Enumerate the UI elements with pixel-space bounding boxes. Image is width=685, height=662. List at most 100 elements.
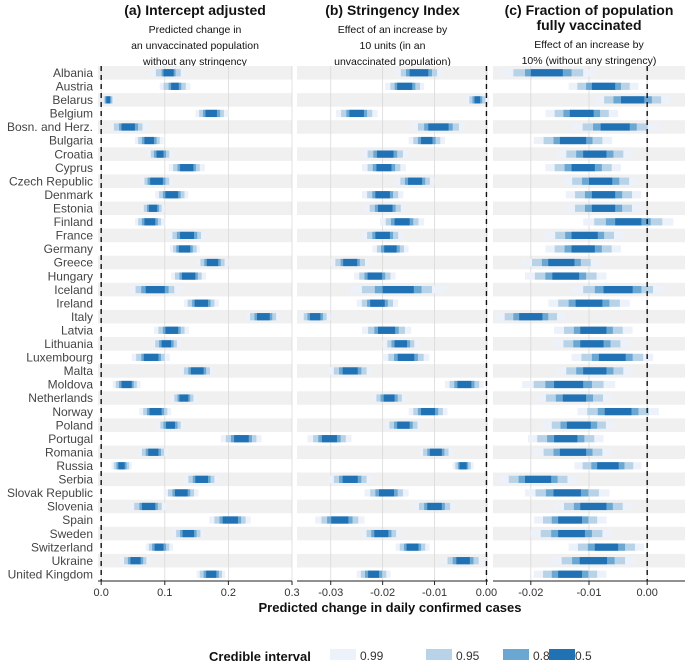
interval-netherlands: [171, 394, 197, 402]
interval-iceland: [571, 286, 665, 294]
interval-05: [427, 502, 442, 511]
panel-subtitle: Predicted change in: [149, 24, 242, 36]
interval-france: [545, 231, 624, 240]
interval-05: [583, 367, 607, 375]
interval-05: [130, 557, 141, 565]
country-label: Slovenia: [47, 500, 93, 514]
x-tick-label: -0.02: [518, 587, 543, 599]
legend-label: 0.95: [456, 649, 480, 662]
country-label: Germany: [44, 242, 93, 256]
interval-05: [397, 421, 410, 429]
interval-05: [384, 245, 397, 253]
interval-05: [621, 96, 645, 104]
x-tick-label: 0.00: [476, 587, 497, 599]
row-band: [98, 309, 292, 324]
x-tick-label: 0.2: [221, 587, 236, 599]
interval-czech-republic: [141, 177, 174, 185]
interval-italy: [246, 313, 281, 321]
interval-czech-republic: [395, 177, 435, 185]
interval-iceland: [348, 286, 445, 294]
interval-sweden: [361, 529, 401, 538]
interval-05: [377, 204, 393, 212]
interval-lithuania: [554, 340, 630, 348]
interval-05: [257, 313, 270, 321]
interval-united-kingdom: [533, 570, 607, 578]
interval-05: [554, 380, 584, 389]
interval-denmark: [565, 191, 642, 199]
interval-05: [222, 516, 238, 524]
country-label: Moldova: [48, 378, 94, 392]
interval-05: [575, 299, 603, 307]
legend-title: Credible interval: [209, 649, 311, 662]
interval-05: [519, 313, 543, 321]
panel-3: -0.02 -0.01 0.00: [493, 66, 685, 599]
interval-ireland: [356, 299, 399, 307]
interval-05: [566, 421, 591, 429]
interval-norway: [408, 407, 448, 416]
row-band: [98, 282, 292, 297]
interval-05: [118, 462, 125, 470]
interval-05: [382, 286, 414, 294]
panel-title: fully vaccinated: [536, 17, 641, 33]
interval-greece: [522, 258, 601, 267]
country-label: Serbia: [58, 473, 93, 487]
interval-05: [144, 218, 156, 226]
interval-05: [394, 340, 408, 348]
country-label: Austria: [56, 80, 94, 94]
country-label: Estonia: [53, 202, 93, 216]
interval-croatia: [147, 150, 174, 158]
x-tick-label: 0.1: [157, 587, 172, 599]
interval-05: [165, 191, 179, 199]
interval-05: [206, 570, 217, 578]
interval-malta: [328, 367, 373, 375]
row-band: [297, 66, 488, 80]
interval-05: [145, 286, 165, 294]
interval-portugal: [527, 435, 604, 443]
interval-05: [205, 109, 217, 118]
country-label: Cyprus: [55, 161, 93, 175]
interval-05: [179, 394, 189, 402]
interval-05: [342, 475, 358, 483]
interval-05: [321, 435, 337, 443]
interval-finland: [583, 218, 674, 226]
row-band: [98, 201, 292, 216]
interval-05: [370, 299, 385, 307]
legend-label: 0.99: [360, 649, 384, 662]
interval-hungary: [525, 272, 607, 280]
country-label: Portugal: [48, 432, 93, 446]
interval-greece: [196, 258, 229, 267]
interval-05: [457, 380, 472, 389]
interval-ireland: [183, 299, 219, 307]
interval-05: [580, 340, 604, 348]
interval-05: [600, 123, 630, 131]
interval-romania: [418, 448, 453, 456]
interval-serbia: [183, 475, 219, 483]
interval-05: [342, 367, 358, 375]
country-label: Greece: [54, 256, 94, 270]
interval-switzerland: [145, 543, 174, 551]
interval-poland: [542, 421, 616, 429]
interval-05: [530, 69, 563, 77]
interval-malta: [179, 367, 215, 375]
interval-05: [604, 407, 632, 416]
interval-05: [456, 557, 470, 565]
x-tick-label: -0.02: [370, 587, 395, 599]
interval-russia: [574, 462, 642, 470]
panel-subtitle: Effect of an increase by: [338, 24, 448, 36]
interval-cyprus: [168, 164, 205, 172]
interval-france: [361, 231, 404, 240]
interval-05: [559, 136, 587, 145]
interval-spain: [315, 516, 365, 524]
interval-05: [182, 529, 195, 538]
interval-05: [408, 177, 423, 185]
interval-05: [580, 326, 607, 334]
interval-slovak-republic: [163, 489, 199, 497]
interval-05: [148, 204, 158, 212]
interval-bosn-and-herz-: [109, 123, 149, 131]
country-label: Sweden: [50, 527, 93, 541]
country-label: Luxembourg: [26, 351, 93, 365]
interval-05: [571, 245, 595, 253]
panel-title: (b) Stringency Index: [325, 2, 460, 18]
interval-austria: [159, 82, 191, 90]
